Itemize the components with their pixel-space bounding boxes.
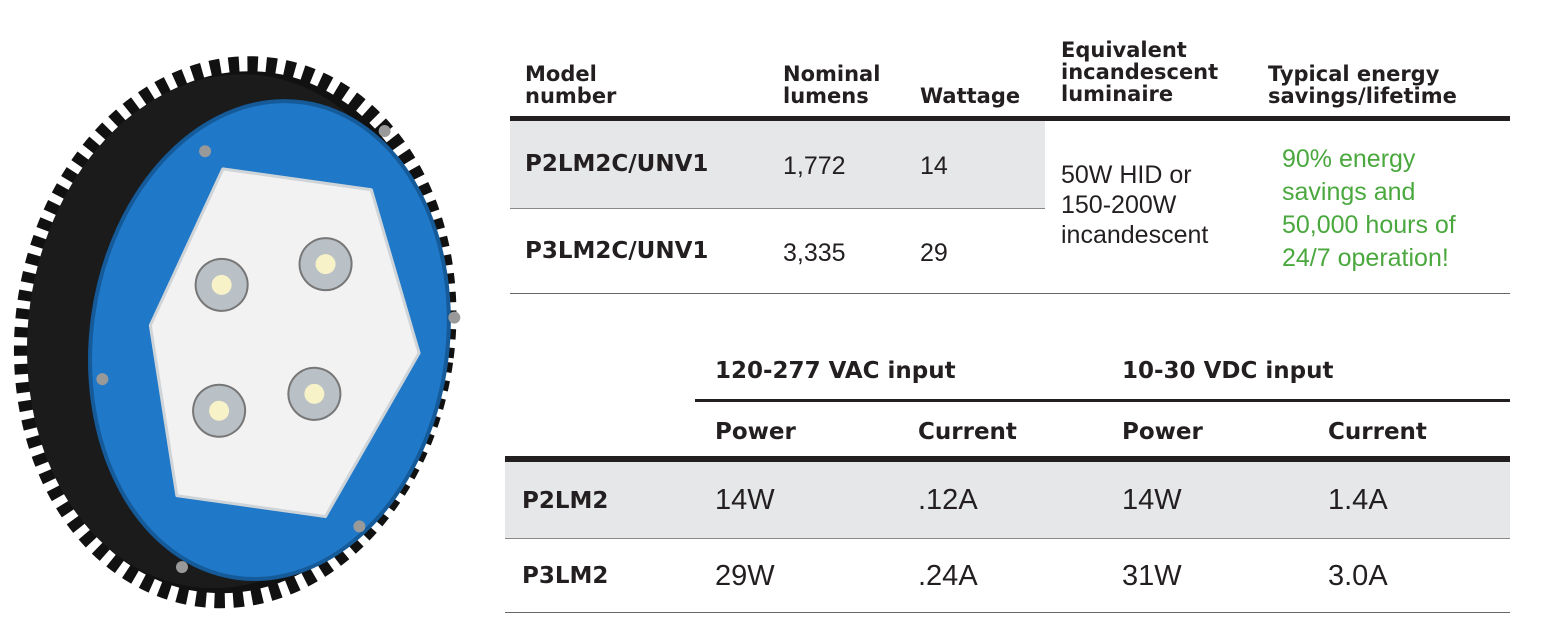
header-line: incandescent <box>1061 60 1219 84</box>
cell: 1.4A <box>1328 484 1388 516</box>
equivalent-cell: 50W HID or 150-200W incandescent <box>1061 160 1208 250</box>
subheader: Current <box>918 419 1017 445</box>
bottom-rule <box>505 612 1510 613</box>
group-rule <box>695 399 1510 402</box>
savings-cell: 90% energy savings and 50,000 hours of 2… <box>1282 143 1456 275</box>
row-label: P2LM2 <box>522 488 609 514</box>
cell-line: 24/7 operation! <box>1282 244 1449 272</box>
cell: 3,335 <box>783 239 846 267</box>
cell-line: 90% energy <box>1282 145 1416 173</box>
cell: .24A <box>918 560 978 592</box>
header-line: Wattage <box>920 84 1021 108</box>
row-rule <box>510 208 1045 209</box>
header-line: luminaire <box>1061 82 1174 106</box>
row-rule <box>505 538 1510 539</box>
header-line: number <box>525 84 617 108</box>
subheader: Power <box>715 419 796 445</box>
cell: 14W <box>1122 484 1182 516</box>
model-cell: P2LM2C/UNV1 <box>525 151 709 177</box>
row-shade <box>510 121 1045 208</box>
header-line: lumens <box>783 84 869 108</box>
model-cell: P3LM2C/UNV1 <box>525 238 709 264</box>
cell: 14 <box>920 152 948 180</box>
row-shade <box>505 462 1510 538</box>
header-line: Nominal <box>783 62 881 86</box>
header-rule <box>505 456 1510 462</box>
cell: .12A <box>918 484 978 516</box>
cell: 29W <box>715 560 775 592</box>
subheader: Current <box>1328 419 1427 445</box>
header: Equivalent incandescent luminaire <box>1061 39 1218 105</box>
product-image <box>13 56 461 609</box>
cell-line: savings and <box>1282 178 1416 206</box>
cell-line: incandescent <box>1061 221 1209 249</box>
cell: 31W <box>1122 560 1182 592</box>
bottom-rule <box>510 293 1510 294</box>
header-line: savings/lifetime <box>1268 84 1457 108</box>
cell-line: 50W HID or <box>1061 161 1192 189</box>
header: Wattage <box>920 85 1020 107</box>
header: Typical energy savings/lifetime <box>1268 63 1457 107</box>
cell: 3.0A <box>1328 560 1388 592</box>
cell: 1,772 <box>783 152 846 180</box>
cell-line: 50,000 hours of <box>1282 211 1456 239</box>
header-line: Equivalent <box>1061 38 1187 62</box>
cell-line: 150-200W <box>1061 191 1177 219</box>
group-header: 120-277 VAC input <box>715 358 956 384</box>
cell: 29 <box>920 239 948 267</box>
header-line: Typical energy <box>1268 62 1440 86</box>
header: Model number <box>525 63 616 107</box>
header: Nominal lumens <box>783 63 880 107</box>
header-rule <box>510 116 1510 121</box>
row-label: P3LM2 <box>522 563 609 589</box>
subheader: Power <box>1122 419 1203 445</box>
group-header: 10-30 VDC input <box>1122 358 1334 384</box>
header-line: Model <box>525 62 597 86</box>
cell: 14W <box>715 484 775 516</box>
